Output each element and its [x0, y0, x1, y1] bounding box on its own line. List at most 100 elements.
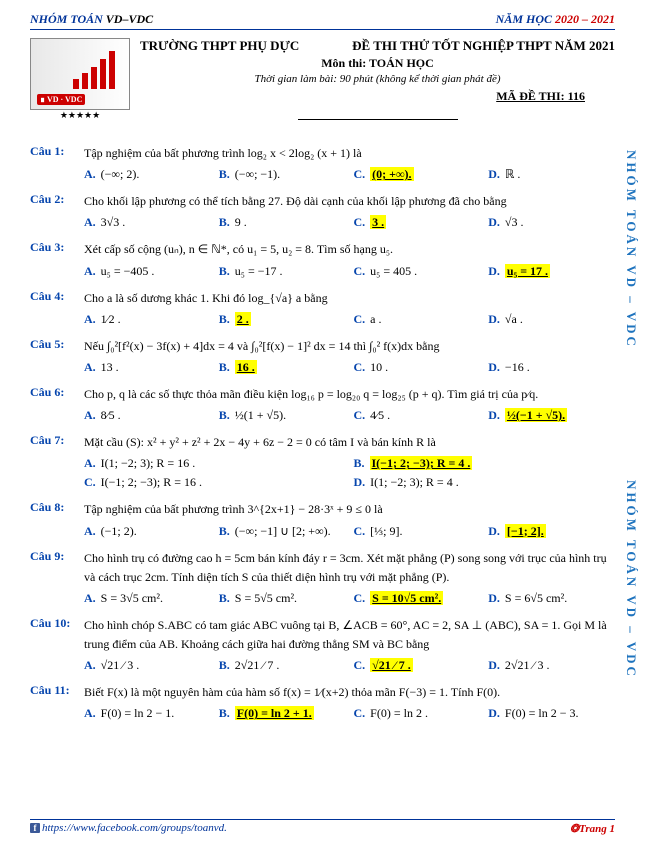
option-letter: B. — [219, 215, 230, 229]
question-row: Câu 10:Cho hình chóp S.ABC có tam giác A… — [30, 616, 615, 654]
question-label: Câu 5: — [30, 337, 76, 352]
option: C. [⅓; 9]. — [354, 524, 481, 539]
question: Câu 1: Tập nghiệm của bất phương trình lo… — [30, 144, 615, 182]
question-label: Câu 8: — [30, 500, 76, 515]
option-text: (−∞; −1). — [235, 167, 280, 181]
option-text: u₅ = −17 . — [235, 264, 283, 278]
options-grid: A. S = 3√5 cm².B. S = 5√5 cm².C. S = 10√… — [84, 591, 615, 606]
options-grid: A. F(0) = ln 2 − 1.B. F(0) = ln 2 + 1.C.… — [84, 706, 615, 721]
option-letter: B. — [219, 706, 230, 720]
question-text: Cho hình trụ có đường cao h = 5cm bán kí… — [84, 549, 615, 587]
option-text: ℝ . — [505, 167, 521, 181]
option-text: 9 . — [235, 215, 247, 229]
option-letter: A. — [84, 456, 96, 470]
question-row: Câu 7:Mặt cầu (S): x² + y² + z² + 2x − 4… — [30, 433, 615, 452]
option: C. a . — [354, 312, 481, 327]
grp-a: NHÓM — [30, 12, 70, 26]
option: C. 10 . — [354, 360, 481, 375]
option: B. (−∞; −1] ∪ [2; +∞). — [219, 524, 346, 539]
options-grid: A. 8⁄5 .B. ½(1 + √5).C. 4⁄5 .D. ½(−1 + √… — [84, 408, 615, 423]
group-name: NHÓM TOÁN VD–VDC — [30, 12, 153, 27]
option-text: F(0) = ln 2 − 3. — [505, 706, 579, 720]
year-value: 2020 – 2021 — [555, 12, 615, 26]
option-text-correct: ½(−1 + √5). — [505, 408, 567, 422]
option-text: [⅓; 9]. — [370, 524, 402, 538]
option: B. u₅ = −17 . — [219, 264, 346, 279]
watermark-right-2: NHÓM TOÁN VD – VDC — [623, 480, 639, 679]
option: D. ℝ . — [488, 167, 615, 182]
option-letter: C. — [354, 524, 366, 538]
option: D. I(1; −2; 3); R = 4 . — [354, 475, 616, 490]
option: A. (−1; 2). — [84, 524, 211, 539]
questions-container: Câu 1: Tập nghiệm của bất phương trình lo… — [30, 144, 615, 721]
question-label: Câu 11: — [30, 683, 76, 698]
question-text: Tập nghiệm của bất phương trình log₂ x <… — [84, 144, 615, 163]
option-text: a . — [370, 312, 381, 326]
option: A. √21 ⁄ 3 . — [84, 658, 211, 673]
option-text: 2√21 ⁄ 7 . — [235, 658, 280, 672]
options-grid: A. (−1; 2). B. (−∞; −1] ∪ [2; +∞). C. [⅓; … — [84, 524, 615, 539]
question: Câu 11:Biết F(x) là một nguyên hàm của h… — [30, 683, 615, 721]
option-letter: A. — [84, 658, 96, 672]
question-label: Câu 1: — [30, 144, 76, 159]
document-page: NHÓM TOÁN VD–VDC NĂM HỌC 2020 – 2021 ∎ V… — [0, 0, 645, 843]
option: A. S = 3√5 cm². — [84, 591, 211, 606]
option-letter: D. — [488, 312, 500, 326]
question: Câu 7:Mặt cầu (S): x² + y² + z² + 2x − 4… — [30, 433, 615, 490]
option: D. √a . — [488, 312, 615, 327]
option: B. ½(1 + √5). — [219, 408, 346, 423]
option: D. −16 . — [488, 360, 615, 375]
option-text-correct: S = 10√5 cm². — [370, 591, 443, 605]
option-letter: A. — [84, 312, 96, 326]
option-letter: B. — [219, 408, 230, 422]
option-letter: C. — [354, 706, 366, 720]
question: Câu 2: Cho khối lập phương có thể tích bằ… — [30, 192, 615, 230]
footer-page: ❂Trang 1 — [570, 822, 615, 835]
options-grid: A. 3√3 .B. 9 .C. 3 .D. √3 . — [84, 215, 615, 230]
option-text: 10 . — [370, 360, 388, 374]
option: B. F(0) = ln 2 + 1. — [219, 706, 346, 721]
option-text: 4⁄5 . — [370, 408, 390, 422]
option-letter: D. — [354, 475, 366, 489]
option: C. (0; +∞). — [354, 167, 481, 182]
option-letter: B. — [219, 312, 230, 326]
option-letter: B. — [219, 591, 230, 605]
logo-label: ∎ VD · VDC — [37, 94, 85, 105]
option: B. 2 . — [219, 312, 346, 327]
option-letter: D. — [488, 264, 500, 278]
option-letter: A. — [84, 591, 96, 605]
option-text: I(−1; 2; −3); R = 16 . — [101, 475, 202, 489]
year-prefix: NĂM HỌC — [496, 12, 555, 26]
question: Câu 10:Cho hình chóp S.ABC có tam giác A… — [30, 616, 615, 673]
option-letter: C. — [354, 264, 366, 278]
option-text: ½(1 + √5). — [235, 408, 286, 422]
question-row: Câu 6:Cho p, q là các số thực thỏa mãn đ… — [30, 385, 615, 404]
option: D. F(0) = ln 2 − 3. — [488, 706, 615, 721]
option: D. √3 . — [488, 215, 615, 230]
question-text: Cho khối lập phương có thể tích bằng 27.… — [84, 192, 615, 211]
option-letter: A. — [84, 215, 96, 229]
question: Câu 9:Cho hình trụ có đường cao h = 5cm … — [30, 549, 615, 606]
option-text-correct: 3 . — [370, 215, 386, 229]
question: Câu 8:Tập nghiệm của bất phương trình 3^… — [30, 500, 615, 538]
question-label: Câu 2: — [30, 192, 76, 207]
option: B. 2√21 ⁄ 7 . — [219, 658, 346, 673]
option: A. 8⁄5 . — [84, 408, 211, 423]
option-text: 1⁄2 . — [101, 312, 121, 326]
top-line: NHÓM TOÁN VD–VDC NĂM HỌC 2020 – 2021 — [30, 12, 615, 30]
option: B. (−∞; −1). — [219, 167, 346, 182]
option: D. S = 6√5 cm². — [488, 591, 615, 606]
question-label: Câu 4: — [30, 289, 76, 304]
option-letter: C. — [354, 360, 366, 374]
option-letter: A. — [84, 264, 96, 278]
option-text: u₅ = −405 . — [101, 264, 155, 278]
option-letter: D. — [488, 591, 500, 605]
question-label: Câu 3: — [30, 240, 76, 255]
option: D. 2√21 ⁄ 3 . — [488, 658, 615, 673]
facebook-icon: f — [30, 823, 40, 833]
option-letter: A. — [84, 524, 96, 538]
option-letter: C. — [354, 591, 366, 605]
exam-code: MÃ ĐỀ THI: 116 — [140, 89, 615, 104]
option-letter: B. — [354, 456, 365, 470]
options-grid: A. u₅ = −405 .B. u₅ = −17 .C. u₅ = 405 .… — [84, 264, 615, 279]
